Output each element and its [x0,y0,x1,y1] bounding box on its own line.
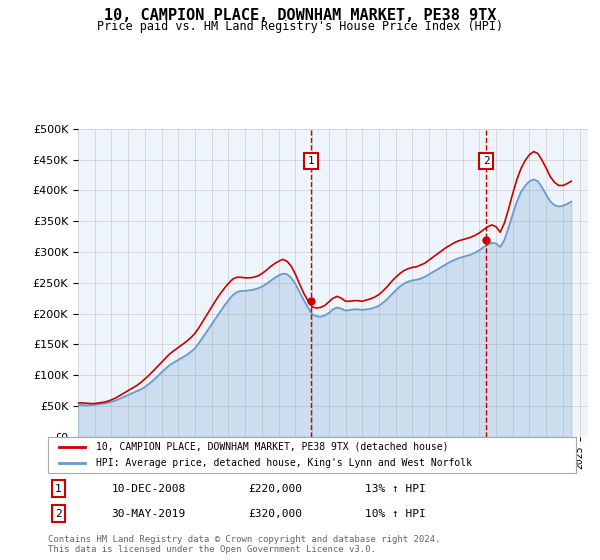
Text: HPI: Average price, detached house, King's Lynn and West Norfolk: HPI: Average price, detached house, King… [95,458,472,468]
Text: 10-DEC-2008: 10-DEC-2008 [112,484,185,493]
Text: 1: 1 [308,156,314,166]
Text: 1: 1 [55,484,62,493]
Text: 13% ↑ HPI: 13% ↑ HPI [365,484,425,493]
Text: £320,000: £320,000 [248,509,302,519]
Text: £220,000: £220,000 [248,484,302,493]
Text: 2: 2 [55,509,62,519]
Text: 2: 2 [483,156,490,166]
Text: 30-MAY-2019: 30-MAY-2019 [112,509,185,519]
Text: 10, CAMPION PLACE, DOWNHAM MARKET, PE38 9TX: 10, CAMPION PLACE, DOWNHAM MARKET, PE38 … [104,8,496,24]
Text: Price paid vs. HM Land Registry's House Price Index (HPI): Price paid vs. HM Land Registry's House … [97,20,503,32]
Text: Contains HM Land Registry data © Crown copyright and database right 2024.
This d: Contains HM Land Registry data © Crown c… [48,535,440,554]
Text: 10, CAMPION PLACE, DOWNHAM MARKET, PE38 9TX (detached house): 10, CAMPION PLACE, DOWNHAM MARKET, PE38 … [95,442,448,452]
Text: 10% ↑ HPI: 10% ↑ HPI [365,509,425,519]
